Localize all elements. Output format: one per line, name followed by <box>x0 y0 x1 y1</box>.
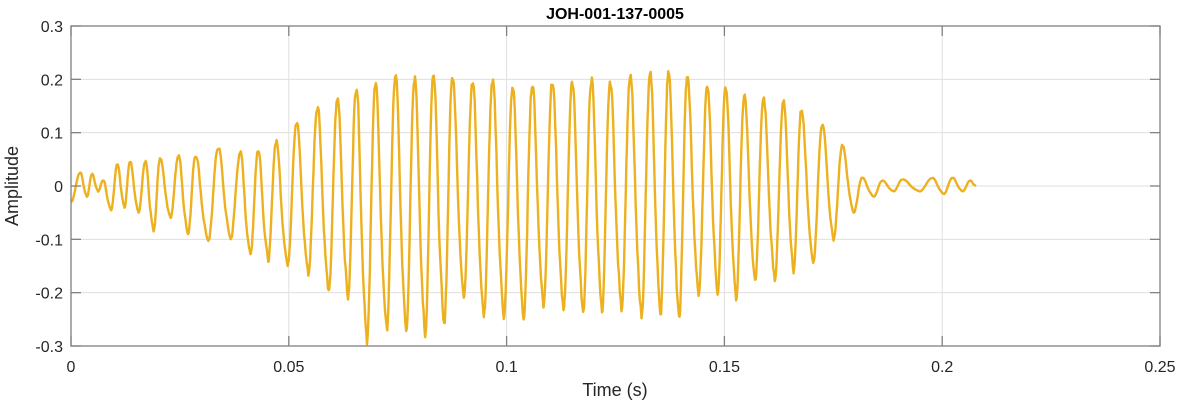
x-tick-label: 0.1 <box>495 359 517 376</box>
x-tick-label: 0.25 <box>1144 359 1175 376</box>
y-axis-label: Amplitude <box>2 146 22 226</box>
x-tick-label: 0.15 <box>709 359 740 376</box>
y-tick-label: -0.1 <box>35 232 63 249</box>
y-tick-label: 0.2 <box>41 72 63 89</box>
waveform-line <box>70 70 977 346</box>
x-tick-label: 0.2 <box>931 359 953 376</box>
y-tick-label: 0.1 <box>41 126 63 143</box>
x-tick-label: 0 <box>67 359 76 376</box>
y-tick-label: -0.2 <box>35 286 63 303</box>
x-axis-label: Time (s) <box>582 380 647 400</box>
ticks: 0 0.05 0.1 0.15 0.2 0.25 -0.3 -0.2 -0.1 0 0.1 0.2 0.… <box>35 19 1175 376</box>
y-tick-label: 0.3 <box>41 19 63 36</box>
y-tick-label: 0 <box>54 179 63 196</box>
y-tick-label: -0.3 <box>35 339 63 356</box>
chart-title: JOH-001-137-0005 <box>546 6 684 23</box>
x-tick-label: 0.05 <box>273 359 304 376</box>
